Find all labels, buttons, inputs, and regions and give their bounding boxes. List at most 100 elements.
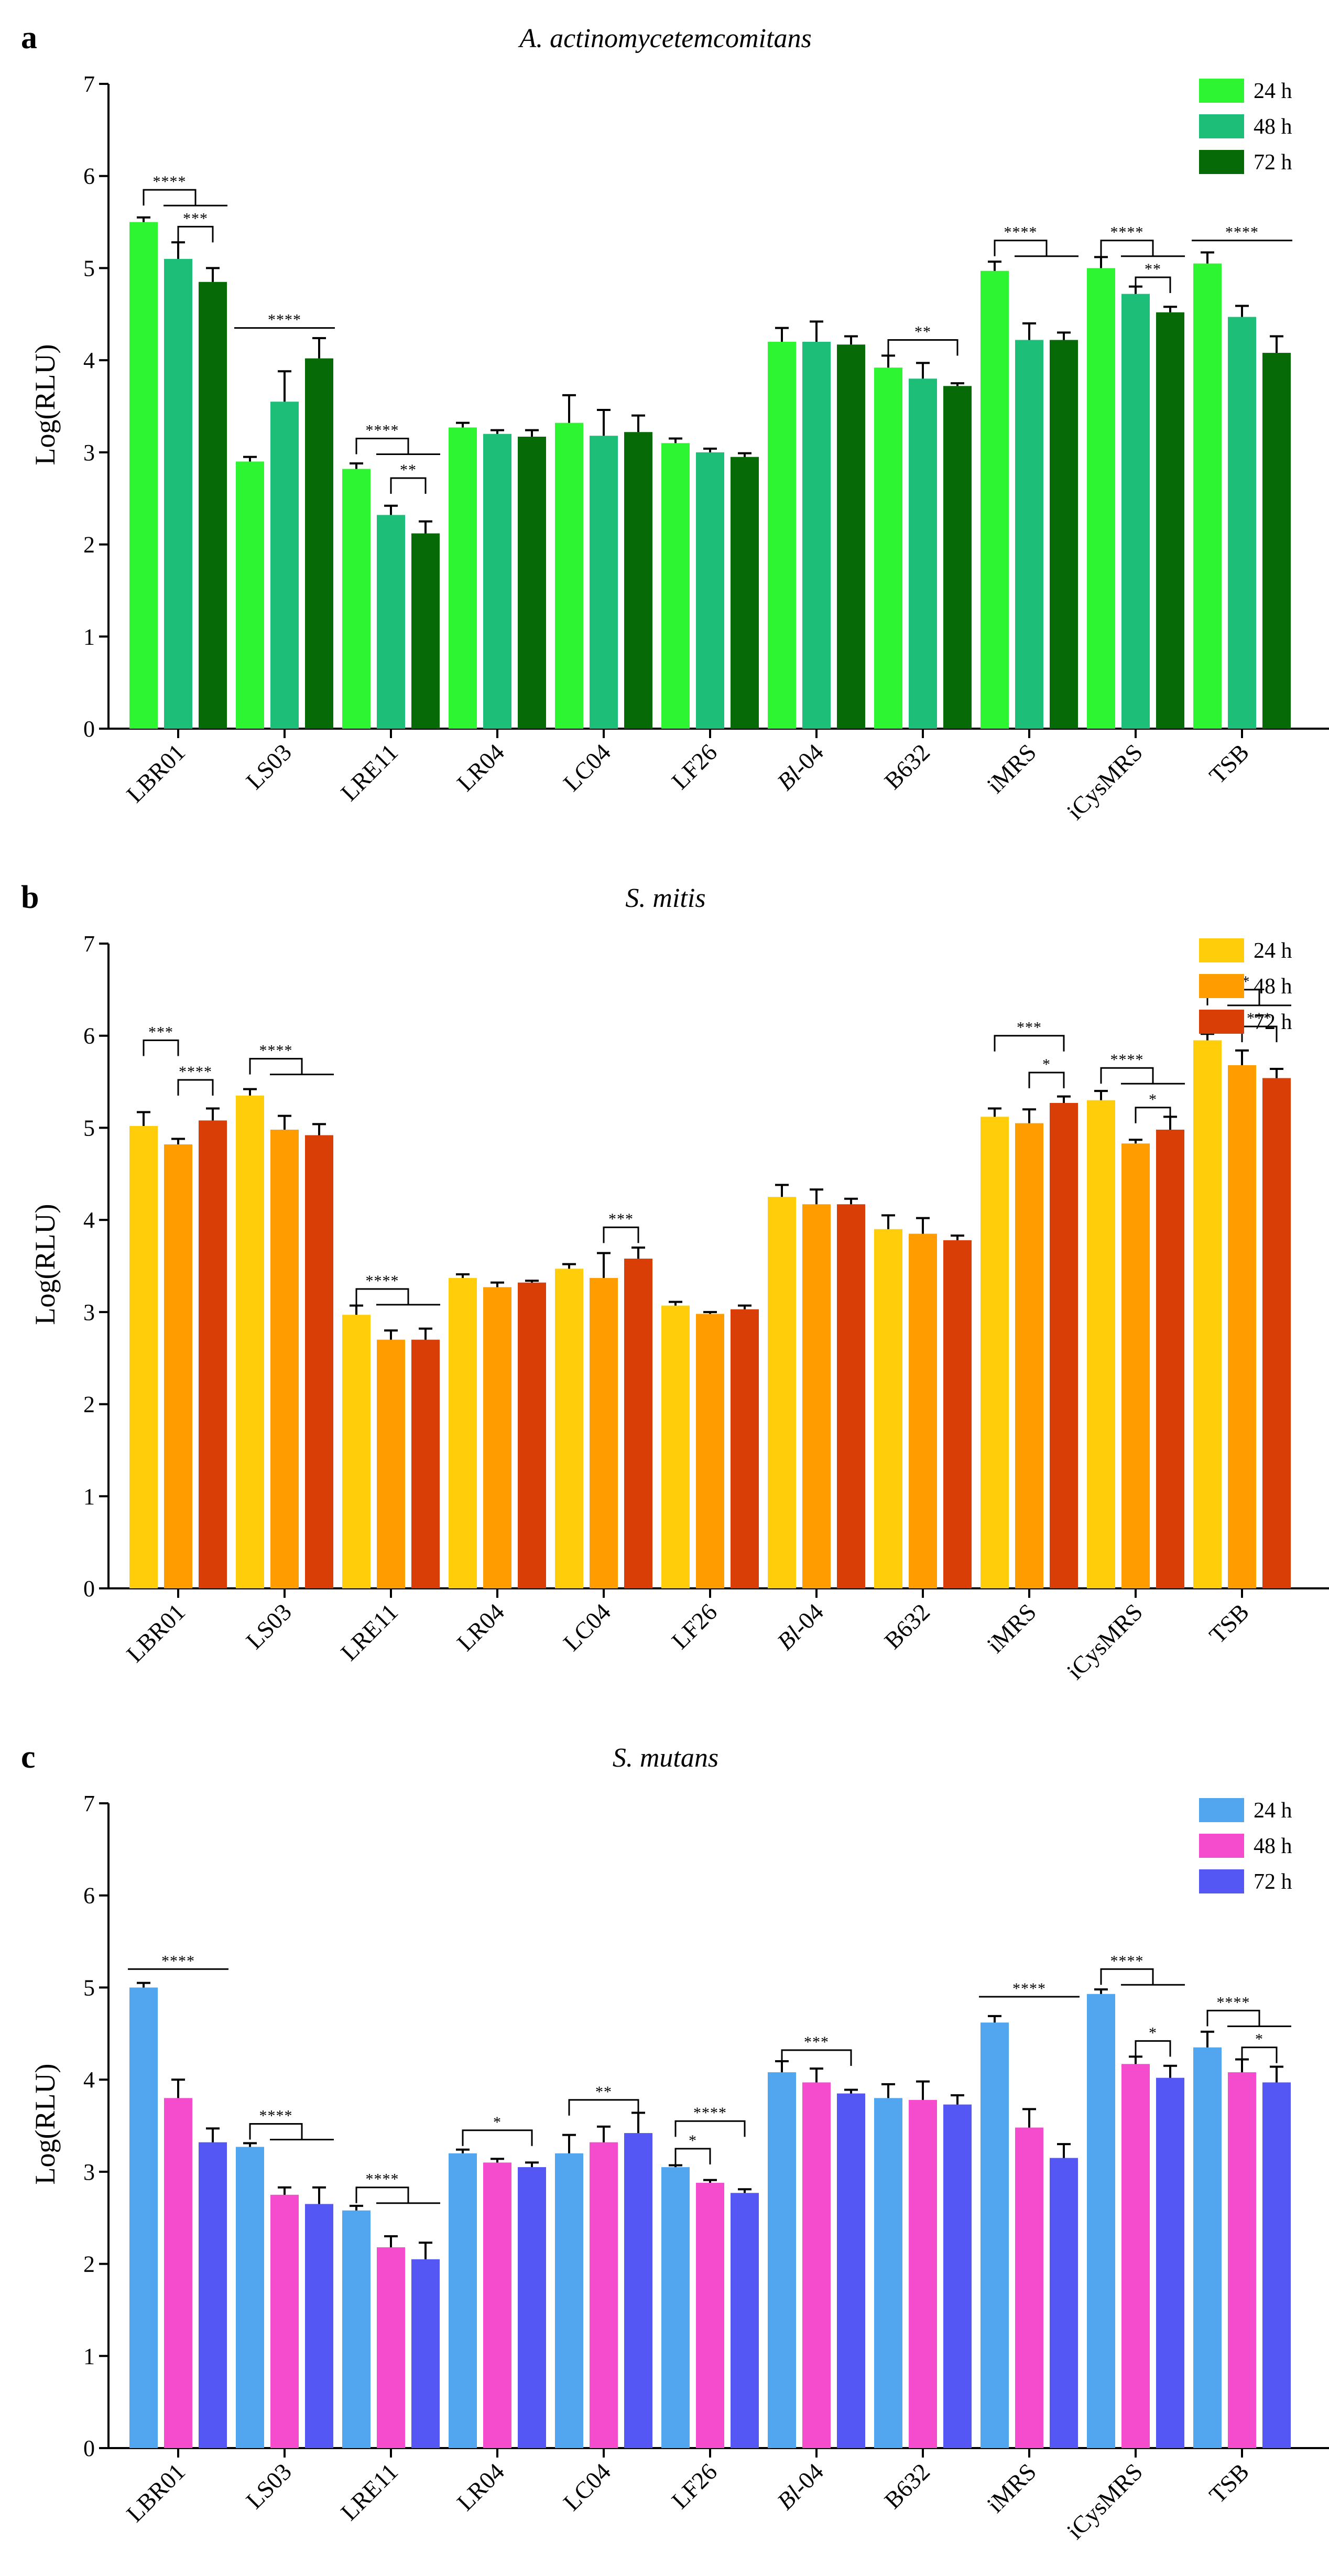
significance-annotation: * <box>462 2114 533 2146</box>
y-tick-label: 5 <box>83 1975 95 2000</box>
significance-label: **** <box>366 1272 399 1290</box>
x-tick-label: TSB <box>1204 739 1254 789</box>
panel-b: b S. mitis Log(RLU) 0 1 2 3 4 5 6 7 LBR01 LS03 LRE… <box>0 860 1329 1719</box>
significance-annotation: **** <box>1100 224 1185 257</box>
bar <box>696 1314 724 1588</box>
bar <box>943 386 972 729</box>
bar <box>696 2182 724 2448</box>
x-tick-label-text: LBR01 <box>121 2458 190 2527</box>
x-tick-label: LS03 <box>241 739 297 795</box>
x-tick-label-text: LF26 <box>667 2458 723 2514</box>
significance-annotation: **** <box>234 311 335 329</box>
y-tick-label: 0 <box>83 1576 95 1601</box>
significance-annotation: **** <box>1100 1952 1185 1986</box>
significance-bracket <box>143 1040 179 1056</box>
significance-bracket <box>390 477 427 494</box>
significance-bracket <box>1241 2047 1278 2063</box>
y-tick-label: 3 <box>83 2159 95 2185</box>
x-tick-label-text: iMRS <box>982 739 1041 798</box>
significance-bracket <box>249 1058 303 1075</box>
significance-label: *** <box>608 1210 634 1228</box>
bar <box>661 443 690 729</box>
y-tick-label: 6 <box>83 164 95 189</box>
y-tick-label: 7 <box>83 931 95 957</box>
significance-annotation: **** <box>1100 1051 1185 1085</box>
chart-b: b S. mitis Log(RLU) 0 1 2 3 4 5 6 7 LBR01 LS03 LRE… <box>21 880 1329 1684</box>
bar <box>802 2082 831 2448</box>
significance-label: **** <box>268 311 301 329</box>
panel-letter: b <box>21 880 39 915</box>
bar <box>624 432 652 729</box>
significance-label: **** <box>366 2171 399 2188</box>
bar <box>483 434 511 729</box>
y-tick-label: 2 <box>83 532 95 558</box>
bar <box>768 2072 796 2448</box>
bar <box>590 2142 618 2448</box>
significance-label: **** <box>1012 1980 1046 1997</box>
significance-bracket <box>1206 2009 1260 2027</box>
significance-annotation: **** <box>355 2171 440 2204</box>
x-tick-label: LRE11 <box>335 1598 403 1666</box>
y-tick-label: 5 <box>83 255 95 281</box>
bar <box>874 2098 902 2448</box>
x-tick-label: iCysMRS <box>1062 739 1148 825</box>
significance-annotation: *** <box>177 210 214 243</box>
significance-label: **** <box>1004 224 1038 241</box>
bar <box>1228 1065 1256 1588</box>
bar <box>1262 353 1291 729</box>
panel-letter: c <box>21 1739 36 1775</box>
legend-label: 48 h <box>1254 975 1292 999</box>
x-tick-label-text: iCysMRS <box>1062 1598 1148 1684</box>
bar <box>661 2167 690 2448</box>
legend-swatch <box>1199 1869 1244 1893</box>
x-tick-label-text: iMRS <box>982 1598 1041 1658</box>
significance-label: **** <box>1110 224 1144 241</box>
legend-label: 24 h <box>1254 1799 1292 1823</box>
bar <box>411 533 440 729</box>
bar <box>449 2153 477 2448</box>
bar <box>411 1339 440 1588</box>
bar <box>483 1287 511 1588</box>
significance-bracket <box>143 189 197 206</box>
legend-swatch <box>1199 1834 1244 1858</box>
x-tick-label: Bl-04 <box>772 1598 829 1655</box>
significance-annotation: * <box>1135 2024 1171 2057</box>
significance-annotation: ** <box>390 461 427 494</box>
chart-title: S. mitis <box>625 883 705 913</box>
y-tick-label: 0 <box>83 2436 95 2461</box>
chart-title: S. mutans <box>613 1743 718 1773</box>
bar <box>590 1278 618 1588</box>
x-tick-label: iMRS <box>982 739 1041 798</box>
significance-annotation: **** <box>355 422 440 455</box>
significance-bracket <box>994 1035 1065 1052</box>
significance-label: *** <box>183 210 208 227</box>
panel-a: a A. actinomycetemcomitans Log(RLU) 0 1 2 3… <box>0 0 1329 860</box>
y-axis-title: Log(RLU) <box>29 2064 61 2185</box>
bar <box>1087 1994 1115 2448</box>
bar <box>768 342 796 729</box>
panel-letter: a <box>21 20 37 56</box>
x-tick-label: TSB <box>1204 2458 1254 2508</box>
y-tick-label: 3 <box>83 1300 95 1325</box>
legend-label: 72 h <box>1254 150 1292 175</box>
bar <box>943 2104 972 2448</box>
significance-bracket <box>1100 1968 1154 1985</box>
bar <box>199 2142 227 2448</box>
significance-bracket <box>994 240 1048 256</box>
significance-annotation: *** <box>1241 1010 1278 1043</box>
significance-annotation: ** <box>1135 261 1171 293</box>
legend-label: 48 h <box>1254 115 1292 139</box>
significance-label: ** <box>400 461 417 479</box>
x-tick-label-text: TSB <box>1204 2458 1254 2508</box>
x-tick-label-text: TSB <box>1204 739 1254 789</box>
significance-bracket <box>887 339 958 356</box>
x-tick-label-text: iCysMRS <box>1062 739 1148 825</box>
bar <box>342 469 371 729</box>
x-tick-label-text: iCysMRS <box>1062 2458 1148 2544</box>
bar <box>624 1258 652 1588</box>
significance-label: **** <box>366 422 399 439</box>
x-tick-label: LS03 <box>241 1598 297 1654</box>
x-tick-label: LF26 <box>667 1598 723 1654</box>
legend-swatch <box>1199 114 1244 138</box>
x-tick-label-text: LBR01 <box>121 1598 190 1668</box>
